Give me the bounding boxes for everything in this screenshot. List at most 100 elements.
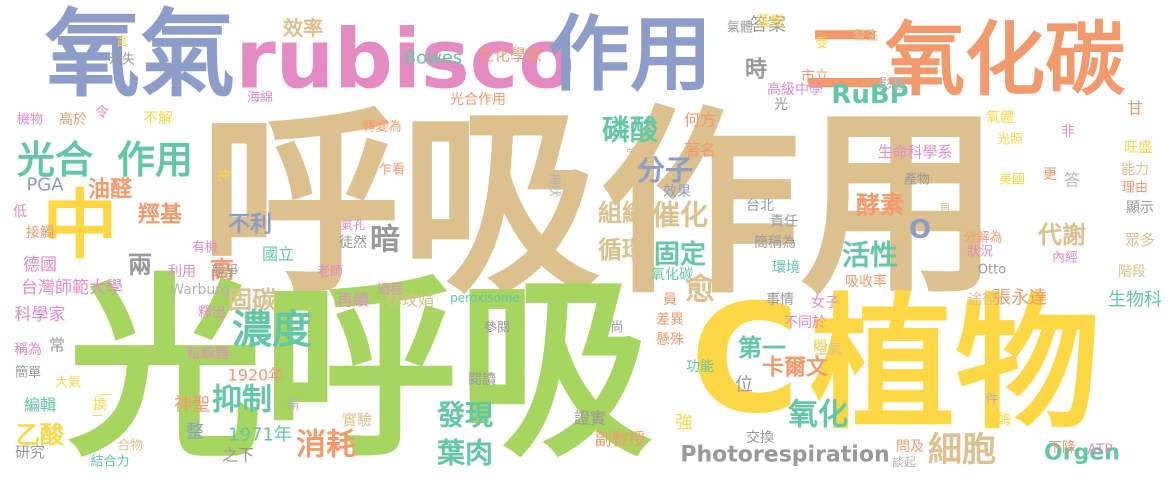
word: 氧化碳 <box>651 267 693 283</box>
word: 光合作用 <box>450 92 506 108</box>
word: 活性 <box>842 239 898 272</box>
word: 機物 <box>17 113 43 128</box>
word: 令 <box>95 105 109 121</box>
word: 海綿 <box>247 91 273 106</box>
word: 高級中學 <box>767 81 823 98</box>
word: 功能 <box>686 359 714 375</box>
word: 卡爾文 <box>762 355 829 381</box>
word: 閱讀 <box>468 372 496 388</box>
word: 空氣 <box>814 342 842 358</box>
word: 組織 <box>598 199 646 227</box>
word: 國立 <box>262 245 294 264</box>
word: O <box>909 215 931 245</box>
word: 光 <box>774 97 788 113</box>
word: 張永達 <box>993 288 1047 309</box>
word: rubisco <box>235 13 574 108</box>
word: 1971年 <box>228 425 292 446</box>
word: 分子 <box>637 154 693 187</box>
word: 非 <box>1061 124 1075 140</box>
word: 台北 <box>746 198 774 214</box>
word: 二 <box>91 405 103 419</box>
word: 發生 <box>853 29 879 44</box>
word: 研究 <box>15 443 45 461</box>
word: 不利 <box>228 213 272 238</box>
word: 不同於 <box>784 315 826 331</box>
word: 證實 <box>574 409 606 428</box>
word: 稱為 <box>14 342 42 358</box>
word: 大氣 <box>55 376 81 391</box>
word: 消耗 <box>296 428 356 463</box>
word: 光合 <box>17 138 93 182</box>
word: 氧化 <box>788 398 848 433</box>
word: 催化 <box>652 199 708 232</box>
word: 交換 <box>746 429 774 446</box>
word: 酶 <box>997 412 1011 428</box>
word: Bowes <box>404 48 463 69</box>
word: 不解 <box>143 109 173 127</box>
word: 影響 <box>878 76 906 93</box>
word: 實驗 <box>342 411 372 429</box>
word: 抑制 <box>212 383 272 418</box>
word: 作用 <box>117 138 193 182</box>
word: 顯示 <box>1126 200 1154 216</box>
word: 徒然 <box>339 234 367 251</box>
word: 換 <box>93 397 107 413</box>
word: 高於 <box>59 111 87 128</box>
word: 生化學家 <box>478 46 542 65</box>
word: 林玫娟 <box>386 291 434 310</box>
word: 藻類 <box>756 14 784 30</box>
word: 責任 <box>770 214 798 230</box>
word: RuBP <box>831 80 908 110</box>
word: 低 <box>13 204 27 220</box>
word: 生命科學系 <box>877 143 952 161</box>
word: 油醛 <box>88 178 133 203</box>
word: 科學家 <box>15 305 66 325</box>
word: Warburg <box>170 282 229 298</box>
word: 女子 <box>811 294 839 311</box>
word: 流失 <box>109 53 135 68</box>
word: 利用 <box>168 264 196 280</box>
word: 具 <box>938 203 951 218</box>
word: 尚 <box>610 321 623 336</box>
word: 葉肉 <box>436 437 493 470</box>
word: 再續 <box>337 291 369 310</box>
word: 分解為 <box>963 230 1002 246</box>
word: 理由 <box>1122 181 1148 196</box>
word: 言 <box>115 35 128 50</box>
word: 效果 <box>663 184 691 200</box>
word: 植物 <box>810 281 1100 450</box>
word: 環境 <box>772 260 800 276</box>
word: 暗 <box>370 223 400 258</box>
word: 狀況 <box>967 245 993 260</box>
word: peroxisome <box>450 291 520 305</box>
word: 固碳 <box>228 286 277 314</box>
word: 編輯 <box>24 396 56 415</box>
word: 氣體 <box>727 21 753 36</box>
word: 參閱 <box>484 321 510 336</box>
word: 兩 <box>128 251 152 279</box>
word: 旺盛 <box>1124 140 1152 156</box>
word: Photorespiration <box>680 443 889 468</box>
word: 氣孔 <box>341 218 365 232</box>
word: 當年 <box>626 147 654 163</box>
word: 問及 <box>896 439 924 455</box>
word: 粒線體 <box>187 346 229 362</box>
word: 整 <box>186 422 204 443</box>
word: 羥基 <box>138 202 183 228</box>
word: 過程 <box>377 283 403 298</box>
word: 細胞 <box>928 430 996 470</box>
word: 磷酸 <box>602 114 659 147</box>
word: 差異 <box>656 312 684 328</box>
word: 下降 <box>1048 440 1076 456</box>
word: 光照 <box>997 133 1023 148</box>
word: 強 <box>675 413 693 434</box>
word: 常 <box>49 336 65 355</box>
word: 市立 <box>801 68 829 85</box>
word: 答案 <box>750 15 786 36</box>
word: 時 <box>745 58 767 83</box>
word: 乙酸 <box>16 421 65 449</box>
word: 呼吸作用 <box>200 89 1000 322</box>
word: 件 <box>985 393 998 408</box>
word: 代謝 <box>1037 221 1086 249</box>
word: 競爭 <box>211 264 239 280</box>
